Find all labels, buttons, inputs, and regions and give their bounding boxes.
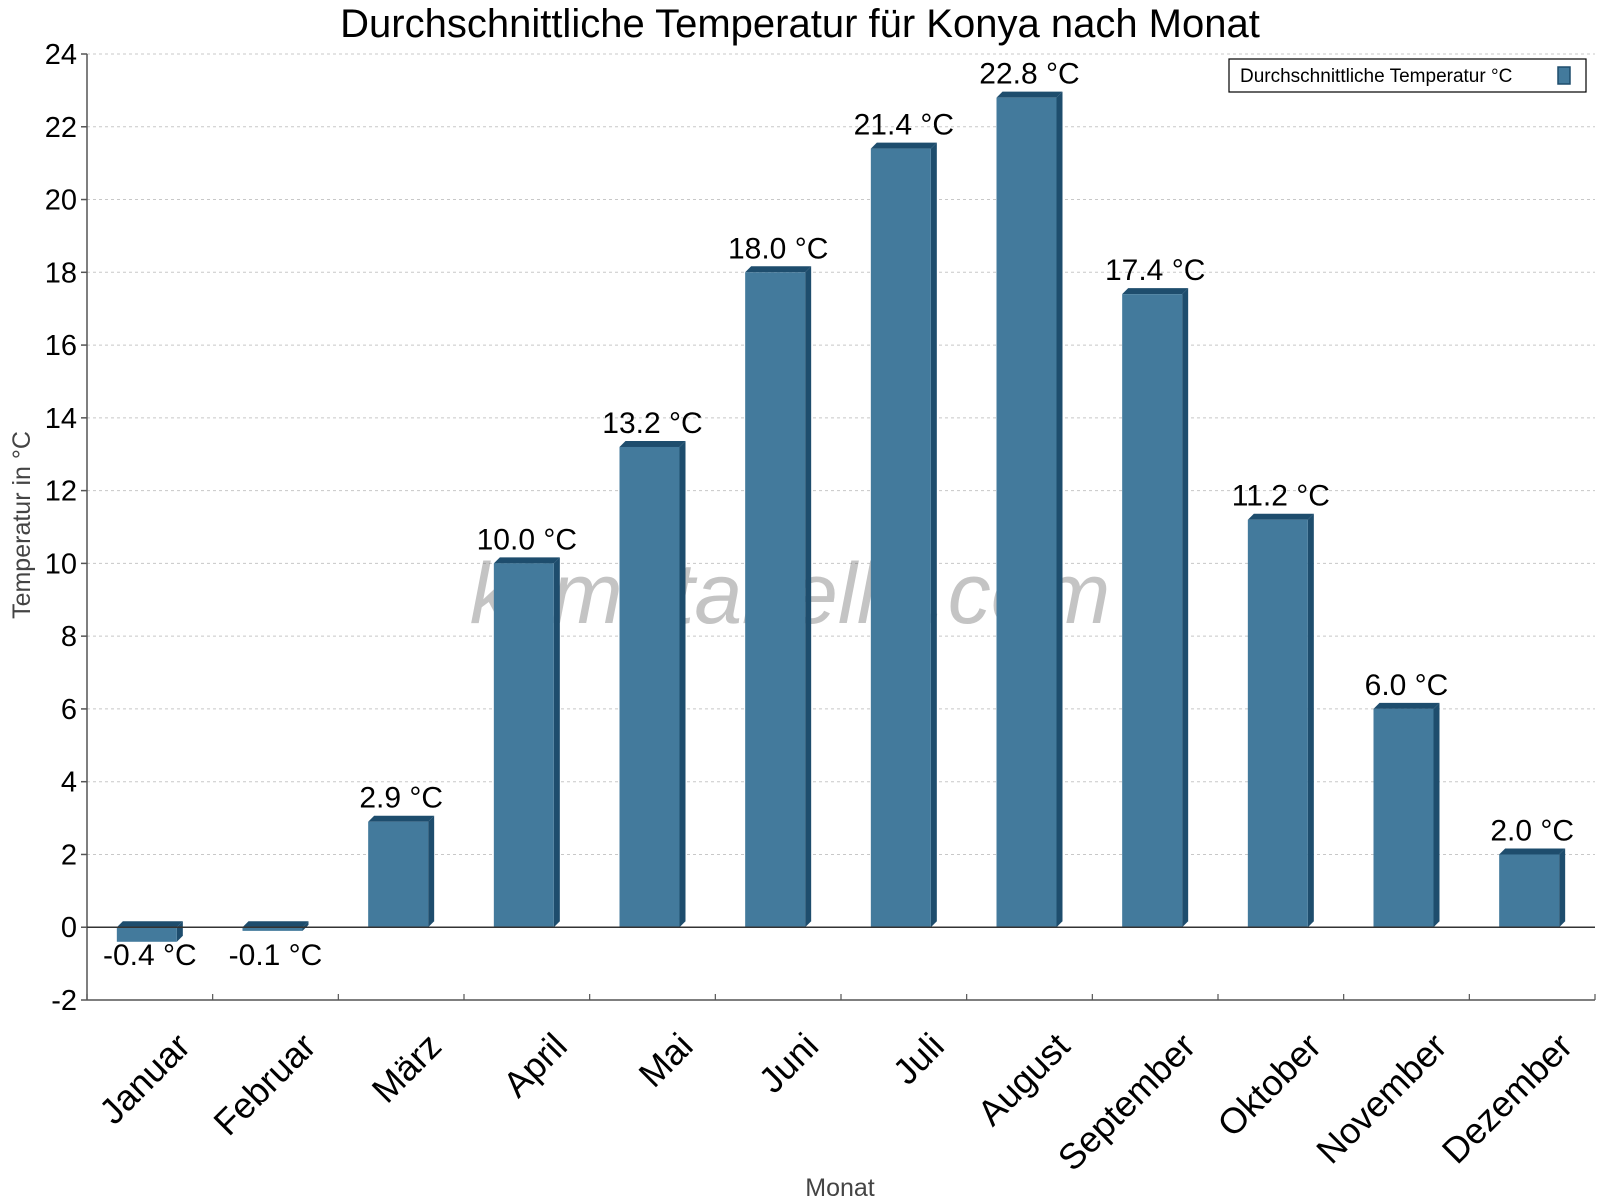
y-tick-label: 2 [61, 839, 77, 871]
bar-side [1182, 288, 1189, 928]
y-tick-label: 8 [61, 621, 77, 653]
x-axis-label: Monat [805, 1174, 875, 1200]
y-tick-label: 22 [45, 112, 77, 144]
bar [1373, 708, 1434, 928]
x-tick-label: März [364, 1025, 450, 1111]
data-label: 2.0 °C [1490, 814, 1574, 847]
bar [242, 927, 303, 931]
y-axis-label: Temperatur in °C [8, 431, 36, 619]
data-label: -0.1 °C [229, 939, 323, 972]
data-label: 21.4 °C [854, 109, 954, 142]
bar-top [493, 557, 560, 564]
data-label: 6.0 °C [1365, 669, 1449, 702]
bar [1247, 519, 1308, 928]
x-tick-label: April [495, 1025, 575, 1105]
y-tick-label: 18 [45, 257, 77, 289]
bar-side [176, 921, 183, 942]
x-tick-label: Dezember [1434, 1025, 1580, 1171]
bar-side [679, 440, 686, 928]
bar-top [1373, 702, 1440, 709]
bar-side [428, 815, 435, 928]
data-label: 22.8 °C [979, 58, 1079, 91]
bar-top [368, 815, 435, 822]
data-label: 2.9 °C [359, 782, 443, 815]
y-tick-label: 20 [45, 185, 77, 217]
legend-label: Durchschnittliche Temperatur °C [1240, 66, 1512, 87]
bar-top [745, 266, 812, 273]
bar [619, 446, 680, 928]
data-label: 13.2 °C [602, 407, 702, 440]
bar-side [1433, 702, 1440, 928]
bar [996, 97, 1057, 928]
y-tick-label: 6 [61, 694, 77, 726]
grid-lines [87, 53, 1595, 855]
data-label: 17.4 °C [1105, 254, 1205, 287]
x-tick-label: Oktober [1209, 1025, 1329, 1145]
y-tick-label: 14 [45, 403, 77, 435]
x-tick-label: August [969, 1025, 1077, 1133]
chart-title: Durchschnittliche Temperatur für Konya n… [340, 2, 1260, 46]
y-tick-label: 4 [61, 767, 77, 799]
bar-top [1247, 513, 1314, 520]
bar-top [619, 440, 686, 447]
bar-series [116, 91, 1566, 942]
axes [86, 54, 1595, 1001]
bar-side [1056, 91, 1063, 928]
x-tick-label: Januar [91, 1025, 198, 1132]
bar-top [116, 921, 183, 928]
y-tick-label: 12 [45, 476, 77, 508]
bar [745, 272, 806, 928]
bar-side [1559, 848, 1566, 928]
bar [1499, 854, 1560, 928]
bar [1122, 294, 1183, 928]
bar-top [996, 91, 1063, 98]
bar-side [1307, 513, 1314, 928]
legend-box [1228, 58, 1587, 93]
data-label: 11.2 °C [1232, 480, 1330, 513]
bar [116, 927, 177, 942]
bar-side [805, 266, 812, 928]
x-tick-label: Juni [750, 1025, 826, 1101]
bar-top [1499, 848, 1566, 855]
x-tick-label: Juli [885, 1025, 952, 1092]
y-tick-label: 10 [45, 548, 77, 580]
bar-side [930, 142, 937, 928]
x-tick-label: September [1050, 1025, 1204, 1179]
y-tick-label: -2 [51, 985, 77, 1017]
bar-side [553, 557, 560, 928]
legend-swatch [1557, 66, 1571, 85]
y-tick-label: 24 [45, 39, 77, 71]
y-tick-label: 0 [61, 912, 77, 944]
data-label: -0.4 °C [103, 939, 197, 972]
bar [493, 563, 554, 928]
data-labels: -0.4 °C -0.1 °C 2.9 °C 10.0 °C 13.2 °C 18.0 °… [103, 58, 1574, 973]
y-tick-label: 16 [45, 330, 77, 362]
data-label: 10.0 °C [477, 523, 577, 556]
x-tick-label: November [1308, 1025, 1454, 1171]
x-axis-ticks: Januar Februar März April Mai Juni Juli AugustS… [86, 994, 1596, 1179]
bar-top [870, 142, 937, 149]
bar-top [1122, 288, 1189, 295]
bar-top [242, 921, 309, 928]
legend: Durchschnittliche Temperatur °C [1228, 58, 1587, 93]
bar [368, 821, 429, 928]
bar-side [302, 921, 309, 931]
bar [870, 148, 931, 928]
data-label: 18.0 °C [728, 232, 828, 265]
x-tick-label: Mai [631, 1025, 701, 1095]
x-tick-label: Februar [205, 1025, 323, 1143]
